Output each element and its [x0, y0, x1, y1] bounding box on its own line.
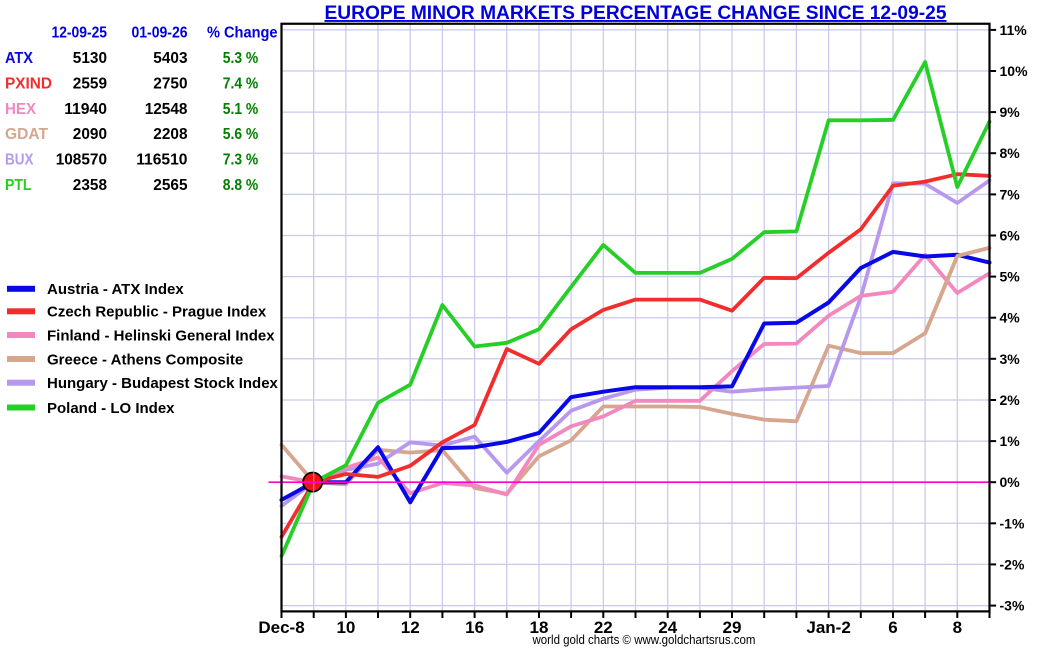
svg-text:8.8 %: 8.8 %	[223, 177, 259, 194]
svg-text:11940: 11940	[64, 101, 107, 118]
svg-text:ATX: ATX	[5, 50, 33, 67]
svg-text:2750: 2750	[153, 76, 187, 93]
svg-text:5.6 %: 5.6 %	[223, 126, 259, 143]
svg-text:3%: 3%	[1000, 351, 1021, 367]
svg-text:Finland - Helinski General Ind: Finland - Helinski General Index	[47, 327, 275, 344]
svg-text:BUX: BUX	[5, 152, 34, 169]
svg-text:2358: 2358	[73, 177, 107, 194]
svg-text:2090: 2090	[73, 126, 107, 143]
svg-text:01-09-26: 01-09-26	[132, 25, 188, 42]
svg-text:1%: 1%	[1000, 433, 1021, 449]
svg-text:10: 10	[336, 618, 355, 637]
svg-text:18: 18	[530, 618, 549, 637]
svg-text:2559: 2559	[73, 76, 107, 93]
svg-text:22: 22	[594, 618, 613, 637]
svg-text:2565: 2565	[153, 177, 187, 194]
svg-text:6%: 6%	[1000, 228, 1021, 244]
svg-text:Jan-2: Jan-2	[806, 618, 850, 637]
svg-text:5%: 5%	[1000, 269, 1021, 285]
svg-text:Greece - Athens Composite: Greece - Athens Composite	[47, 351, 243, 368]
svg-text:16: 16	[465, 618, 484, 637]
svg-text:GDAT: GDAT	[5, 126, 48, 143]
svg-text:4%: 4%	[1000, 310, 1021, 326]
svg-text:-3%: -3%	[1000, 598, 1025, 614]
svg-text:116510: 116510	[136, 152, 187, 169]
svg-text:HEX: HEX	[5, 101, 36, 118]
svg-text:PTL: PTL	[5, 177, 32, 194]
svg-text:8%: 8%	[1000, 145, 1021, 161]
svg-text:EUROPE MINOR MARKETS PERCENTAG: EUROPE MINOR MARKETS PERCENTAGE CHANGE S…	[325, 3, 947, 24]
svg-text:29: 29	[723, 618, 742, 637]
svg-text:9%: 9%	[1000, 104, 1021, 120]
svg-text:108570: 108570	[56, 152, 107, 169]
svg-text:% Change: % Change	[207, 25, 278, 42]
svg-text:Hungary - Budapest Stock Index: Hungary - Budapest Stock Index	[47, 375, 279, 392]
svg-text:5130: 5130	[73, 50, 107, 67]
svg-text:2%: 2%	[1000, 392, 1021, 408]
svg-text:7.3 %: 7.3 %	[223, 152, 259, 169]
svg-text:Poland - LO Index: Poland - LO Index	[47, 400, 175, 417]
svg-text:PXIND: PXIND	[5, 76, 52, 93]
svg-text:Czech Republic - Prague Index: Czech Republic - Prague Index	[47, 304, 267, 321]
svg-text:Dec-8: Dec-8	[258, 618, 304, 637]
svg-text:2208: 2208	[153, 126, 187, 143]
svg-text:0%: 0%	[1000, 474, 1021, 490]
svg-text:12: 12	[401, 618, 420, 637]
svg-text:5403: 5403	[153, 50, 187, 67]
svg-text:12-09-25: 12-09-25	[52, 25, 108, 42]
svg-text:12548: 12548	[145, 101, 188, 118]
svg-text:-2%: -2%	[1000, 556, 1025, 572]
svg-text:7.4 %: 7.4 %	[223, 76, 259, 93]
svg-text:world gold charts © www.goldch: world gold charts © www.goldchartsrus.co…	[532, 633, 756, 647]
svg-text:5.1 %: 5.1 %	[223, 101, 259, 118]
svg-text:11%: 11%	[1000, 22, 1028, 38]
svg-text:7%: 7%	[1000, 186, 1021, 202]
svg-text:10%: 10%	[1000, 63, 1029, 79]
svg-text:-1%: -1%	[1000, 515, 1025, 531]
svg-text:6: 6	[888, 618, 897, 637]
svg-text:Austria - ATX Index: Austria - ATX Index	[47, 281, 184, 298]
svg-text:5.3 %: 5.3 %	[223, 50, 259, 67]
svg-text:8: 8	[953, 618, 962, 637]
svg-text:24: 24	[658, 618, 677, 637]
